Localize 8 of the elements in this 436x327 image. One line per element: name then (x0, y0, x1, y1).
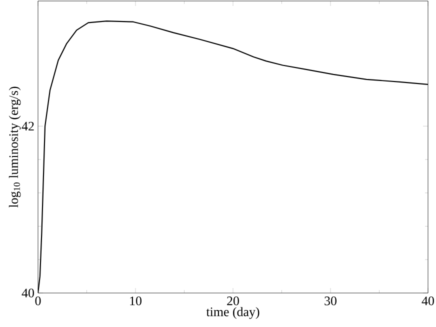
x-tick-label: 40 (422, 296, 434, 306)
y-axis-title: log$_{10}$ luminosity (erg/s) (8, 86, 21, 208)
x-tick-label: 10 (130, 296, 142, 306)
y-tick-label: 42 (22, 122, 34, 130)
x-tick-label: 20 (227, 296, 239, 306)
x-axis-title: time (day) (206, 307, 260, 319)
x-tick-label: 30 (324, 296, 336, 306)
x-tick-label: 0 (35, 296, 41, 306)
